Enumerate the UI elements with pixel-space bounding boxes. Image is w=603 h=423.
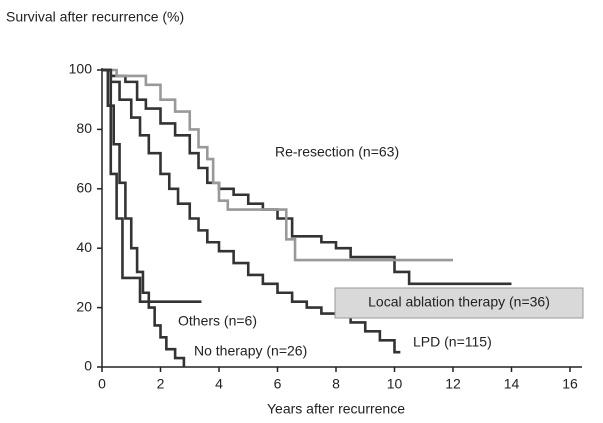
label-box [334,287,584,319]
curve-label: Re-resection (n=63) [275,144,399,160]
survival-curve [102,68,453,262]
curve-label: LPD (n=115) [413,334,492,350]
y-tick-label: 60 [76,180,92,196]
y-tick-label: 100 [69,61,93,77]
x-tick-label: 12 [445,376,461,392]
x-tick-label: 10 [387,376,403,392]
survival-curve [102,68,186,367]
x-tick-label: 4 [215,376,223,392]
survival-curve [102,68,202,303]
x-axis-label: Years after recurrence [267,401,405,417]
y-tick-label: 80 [76,120,92,136]
x-tick-label: 2 [157,376,165,392]
curve-label: Local ablation therapy (n=36) [368,294,550,310]
chart-title: Survival after recurrence (%) [6,9,184,25]
x-tick-label: 14 [504,376,520,392]
x-tick-label: 6 [274,376,282,392]
x-tick-label: 16 [562,376,578,392]
curve-label: No therapy (n=26) [194,343,307,359]
y-tick-label: 40 [76,239,92,255]
curve-label: Others (n=6) [178,313,257,329]
y-tick-label: 0 [84,358,92,374]
x-tick-label: 8 [332,376,340,392]
y-tick-label: 20 [76,298,92,314]
x-tick-label: 0 [98,376,106,392]
survival-curve [102,68,512,286]
